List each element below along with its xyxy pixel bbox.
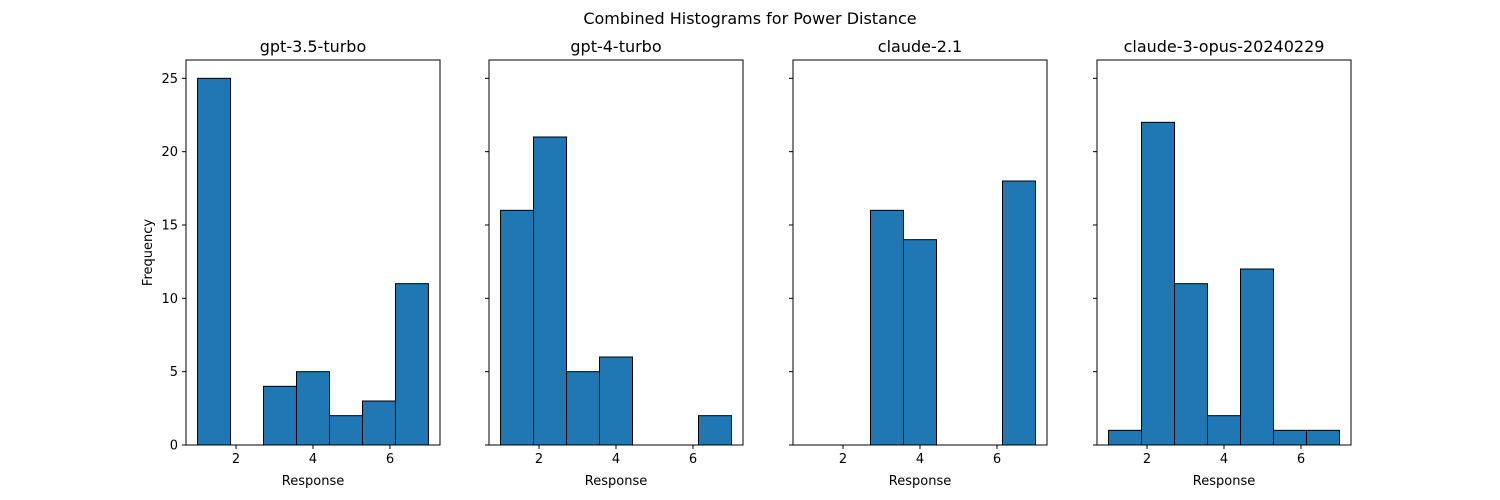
histogram-bar (500, 209, 535, 446)
x-tick-label: 2 (1143, 452, 1151, 467)
histogram-bar (1305, 429, 1340, 446)
y-axis-label: Frequency (141, 219, 156, 286)
panels: 2 4 6 0 5 10 15 20 25 gpt-3.5-turbo Response Freque… (141, 37, 1352, 489)
y-tick-label: 25 (161, 72, 178, 87)
histogram-bar (533, 136, 568, 446)
histogram-bar (598, 356, 634, 446)
x-axis-label: Response (1193, 474, 1255, 489)
x-tick-label: 6 (689, 452, 697, 467)
histogram-panel-2: 2 4 6 gpt-4-turbo Response (485, 37, 744, 489)
histogram-bar (361, 400, 396, 446)
panel-title: gpt-4-turbo (570, 37, 661, 56)
axes-frame (1096, 59, 1352, 446)
histogram-bar (1141, 121, 1176, 446)
histogram-bar (1206, 415, 1242, 446)
y-tick-label: 5 (170, 365, 178, 380)
x-tick-label: 4 (309, 452, 317, 467)
x-tick-label: 6 (1297, 452, 1305, 467)
histogram-panel-3: 2 4 6 claude-2.1 Response (789, 37, 1048, 489)
histogram-bar (329, 415, 363, 446)
histogram-bar (870, 209, 904, 446)
histogram-bar (197, 77, 232, 446)
histogram-bar (1108, 429, 1143, 446)
x-axis-label: Response (585, 474, 647, 489)
x-tick-label: 2 (232, 452, 240, 467)
histogram-bar (1174, 283, 1208, 446)
y-tick-label: 20 (161, 145, 178, 160)
panel-title: gpt-3.5-turbo (260, 37, 367, 56)
x-tick-label: 4 (1220, 452, 1228, 467)
x-axis-label: Response (889, 474, 951, 489)
histogram-bar (295, 371, 331, 446)
histogram-bar (263, 385, 297, 446)
y-tick-label: 0 (170, 439, 178, 454)
x-axis-label: Response (282, 474, 344, 489)
x-tick-label: 4 (916, 452, 924, 467)
x-tick-label: 6 (993, 452, 1001, 467)
y-tick-label: 15 (161, 219, 178, 234)
histogram-bar (394, 283, 429, 446)
histogram-bar (902, 239, 938, 446)
histogram-bar (697, 415, 732, 446)
histogram-bar (1001, 180, 1036, 446)
histogram-panel-4: 2 4 6 claude-3-opus-20240229 Response (1093, 37, 1352, 489)
histogram-panel-1: 2 4 6 0 5 10 15 20 25 gpt-3.5-turbo Response Freque… (141, 37, 441, 489)
y-tick-label: 10 (161, 292, 178, 307)
histogram-bar (566, 371, 600, 446)
x-tick-label: 2 (839, 452, 847, 467)
x-tick-label: 2 (535, 452, 543, 467)
histogram-bar (1240, 268, 1274, 446)
panel-title: claude-3-opus-20240229 (1124, 37, 1325, 56)
panel-title: claude-2.1 (878, 37, 962, 56)
x-tick-label: 6 (386, 452, 394, 467)
figure-title: Combined Histograms for Power Distance (583, 9, 916, 28)
histogram-bar (1272, 429, 1307, 446)
x-tick-label: 4 (612, 452, 620, 467)
